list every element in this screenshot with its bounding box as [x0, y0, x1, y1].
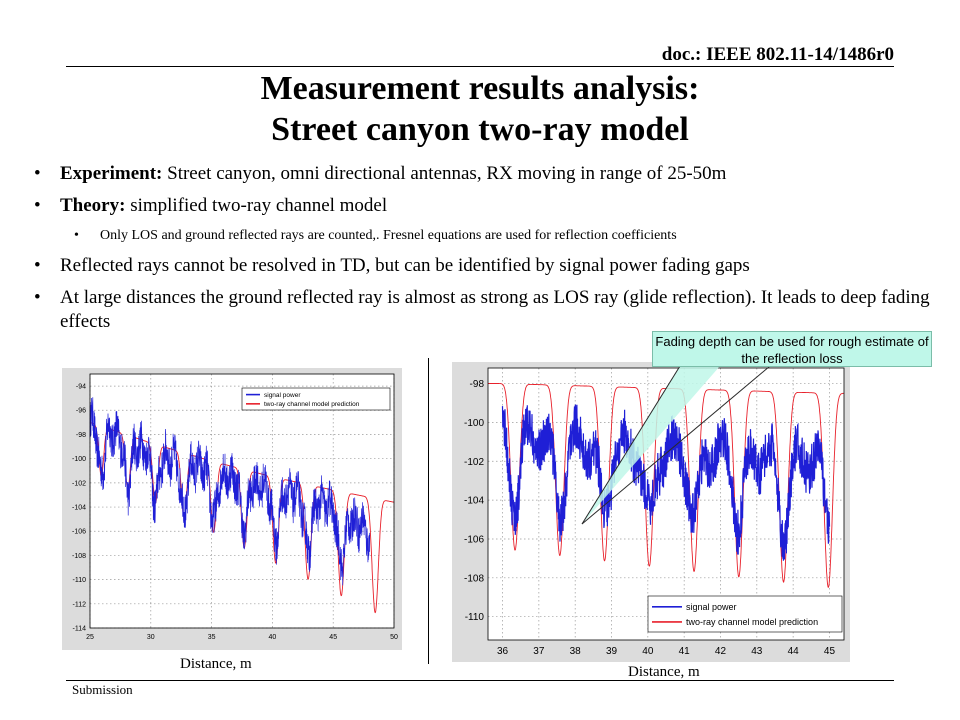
plot-border — [487, 367, 845, 641]
x-tick-label: 35 — [208, 634, 216, 641]
chart-left-xlabel: Distance, m — [180, 656, 252, 672]
sub-bullet-los: Only LOS and ground reflected rays are c… — [34, 226, 954, 246]
bullet-list: Experiment: Street canyon, omni directio… — [34, 162, 954, 342]
x-tick-label: 39 — [606, 646, 618, 657]
chart-divider — [428, 358, 429, 664]
legend-label: two-ray channel model prediction — [264, 401, 360, 408]
legend-label: two-ray channel model prediction — [686, 617, 818, 627]
bullet-label: Experiment: — [60, 163, 163, 184]
legend-label: signal power — [264, 392, 301, 399]
x-tick-label: 45 — [329, 634, 337, 641]
series-signal-power — [501, 404, 831, 561]
plot-area — [90, 374, 394, 628]
x-tick-label: 36 — [497, 646, 509, 657]
bullet-text: simplified two-ray channel model — [125, 195, 388, 216]
y-tick-label: -112 — [73, 601, 87, 608]
bullet-text: Only LOS and ground reflected rays are c… — [100, 228, 677, 243]
callout-box: Fading depth can be used for rough estim… — [652, 331, 932, 367]
y-tick-label: -110 — [73, 577, 87, 584]
title-line-2: Street canyon two-ray model — [271, 111, 689, 148]
bullet-experiment: Experiment: Street canyon, omni directio… — [34, 162, 954, 186]
plot-border — [89, 373, 395, 629]
legend: signal power two-ray channel model predic… — [241, 387, 391, 411]
y-tick-label: -98 — [76, 432, 86, 439]
footer-submission: Submission — [72, 682, 133, 697]
x-tick-label: 42 — [715, 646, 727, 657]
y-tick-label: -100 — [464, 418, 484, 429]
y-tick-label: -114 — [73, 625, 87, 632]
legend-box — [241, 387, 391, 411]
bullet-theory: Theory: simplified two-ray channel model — [34, 194, 954, 218]
bullet-large-distances: At large distances the ground reflected … — [34, 286, 954, 334]
x-tick-label: 50 — [390, 634, 398, 641]
footer-rule — [66, 680, 894, 681]
document-id: doc.: IEEE 802.11-14/1486r0 — [661, 44, 894, 65]
legend-box — [647, 595, 843, 633]
x-tick-label: 41 — [679, 646, 691, 657]
bullet-text: Street canyon, omni directional antennas… — [162, 163, 727, 184]
y-tick-label: -102 — [464, 457, 484, 468]
y-tick-label: -104 — [72, 504, 86, 511]
y-tick-label: -100 — [72, 456, 86, 463]
chart-right-xlabel: Distance, m — [628, 664, 700, 680]
y-tick-label: -102 — [72, 480, 86, 487]
legend: signal power two-ray channel model predic… — [647, 595, 843, 633]
y-tick-label: -106 — [72, 529, 86, 536]
slide-title: Measurement results analysis: Street can… — [0, 68, 960, 150]
x-tick-label: 44 — [788, 646, 800, 657]
x-tick-label: 38 — [570, 646, 582, 657]
x-tick-label: 40 — [269, 634, 277, 641]
y-tick-label: -108 — [464, 573, 484, 584]
bullet-label: Theory: — [60, 195, 126, 216]
x-tick-label: 40 — [642, 646, 654, 657]
x-tick-label: 30 — [147, 634, 155, 641]
x-tick-label: 45 — [824, 646, 836, 657]
y-tick-label: -96 — [76, 408, 86, 415]
x-tick-label: 43 — [751, 646, 763, 657]
chart-left: 25 30 35 40 45 50 -94 -96 -98 -100 -102 -104 -106 -10… — [62, 368, 402, 650]
y-tick-label: -98 — [470, 379, 485, 390]
y-tick-label: -104 — [464, 496, 484, 507]
x-tick-label: 37 — [533, 646, 545, 657]
bullet-reflected-rays: Reflected rays cannot be resolved in TD,… — [34, 254, 954, 278]
header-rule — [66, 66, 894, 67]
y-tick-label: -94 — [76, 384, 86, 391]
bullet-text: At large distances the ground reflected … — [60, 287, 930, 332]
bullet-text: Reflected rays cannot be resolved in TD,… — [60, 255, 750, 276]
y-tick-label: -106 — [464, 534, 484, 545]
title-line-1: Measurement results analysis: — [260, 70, 700, 107]
y-tick-label: -110 — [465, 612, 485, 623]
legend-label: signal power — [686, 602, 737, 612]
x-tick-label: 25 — [86, 634, 94, 641]
y-tick-label: -108 — [72, 553, 86, 560]
series-signal-power — [89, 397, 371, 586]
